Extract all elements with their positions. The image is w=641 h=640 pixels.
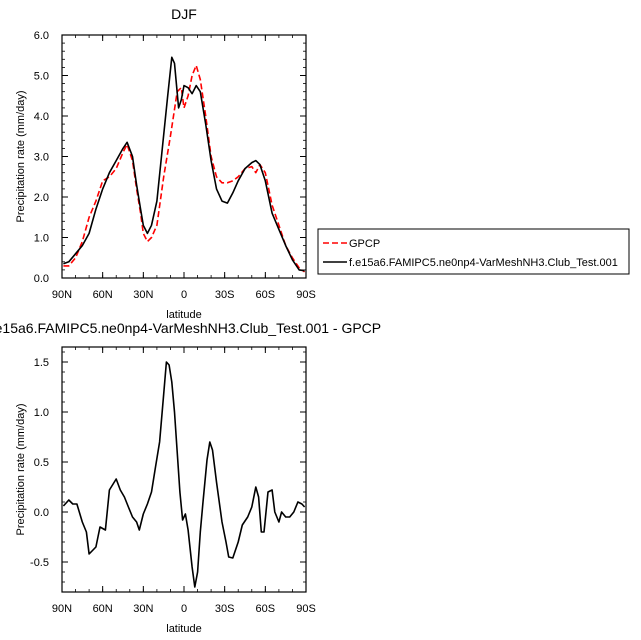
y-tick-label: 1.0 [34,407,49,419]
y-tick-label: 4.0 [34,111,49,123]
y-tick-label: 2.0 [34,192,49,204]
y-tick-label: 0.5 [34,457,49,469]
x-tick-label: 30N [133,603,153,615]
legend-label-0: GPCP [349,238,380,250]
y-tick-label: 5.0 [34,71,49,83]
x-tick-label: 0 [181,289,187,301]
x-tick-label: 90N [52,603,72,615]
x-tick-label: 60S [256,603,276,615]
series-line-0 [62,361,306,588]
plot-frame [61,346,307,593]
x-tick-label: 90S [296,603,316,615]
y-axis-label: Precipitation rate (mm/day) [15,90,27,222]
y-tick-label: 1.5 [34,357,49,369]
y-tick-label: 6.0 [34,30,49,42]
x-axis-label: latitude [166,623,201,635]
legend-box [317,228,630,275]
x-axis-label: latitude [166,309,201,321]
legend-label-1: f.e15a6.FAMIPC5.ne0np4-VarMeshNH3.Club_T… [349,257,618,269]
series-line-0 [63,64,306,273]
y-tick-label: -0.5 [30,557,49,569]
x-tick-label: 60N [93,603,113,615]
plot-frame [61,34,307,279]
y-tick-label: 3.0 [34,152,49,164]
series-line-1 [63,56,305,272]
x-tick-label: 90S [296,289,316,301]
y-axis-label: Precipitation rate (mm/day) [15,403,27,535]
chart-title: DJF [171,6,197,22]
y-tick-label: 0.0 [34,507,49,519]
x-tick-label: 0 [181,603,187,615]
x-tick-label: 90N [52,289,72,301]
chart-title: f.e15a6.FAMIPC5.ne0np4-VarMeshNH3.Club_T… [0,320,381,336]
x-tick-label: 60S [256,289,276,301]
x-tick-label: 30N [133,289,153,301]
y-tick-label: 1.0 [34,233,49,245]
x-tick-label: 30S [215,289,235,301]
y-tick-label: 0.0 [34,273,49,285]
x-tick-label: 60N [93,289,113,301]
x-tick-label: 30S [215,603,235,615]
